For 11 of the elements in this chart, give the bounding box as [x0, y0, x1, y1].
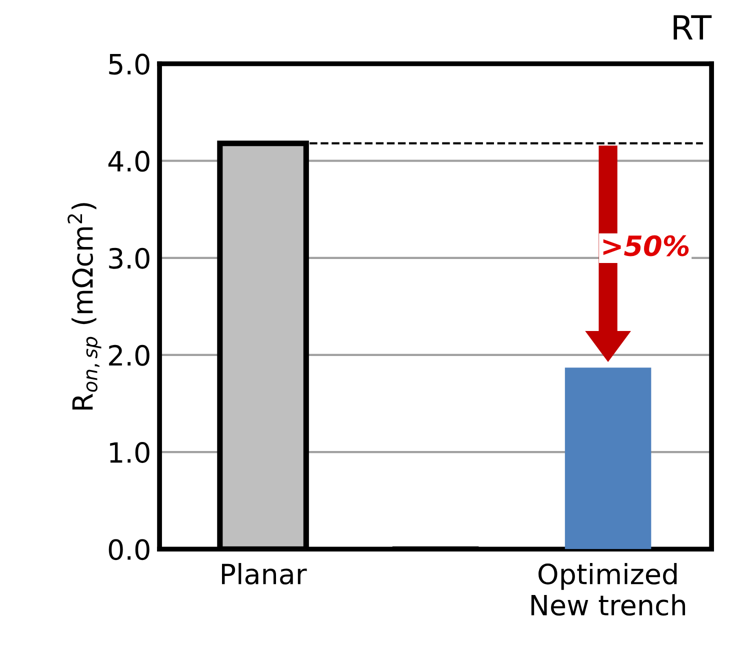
y-axis-title: R$_{on,sp}$ (mΩcm$^{2}$) [68, 203, 102, 410]
y-tick-label: 1.0 [110, 442, 150, 463]
x-tick-label: Planar [222, 563, 307, 585]
y-tick-label: 0.0 [108, 539, 150, 560]
annotation: >50% [603, 235, 689, 256]
y-tick-label: 5.0 [109, 54, 150, 75]
x-tick-label: Optimized New trench [531, 563, 686, 616]
y-tick-label: 4.0 [108, 150, 150, 172]
text: RT [674, 15, 712, 40]
y-tick-label: 2.0 [109, 344, 150, 366]
y-tick-label: 3.0 [109, 248, 150, 269]
